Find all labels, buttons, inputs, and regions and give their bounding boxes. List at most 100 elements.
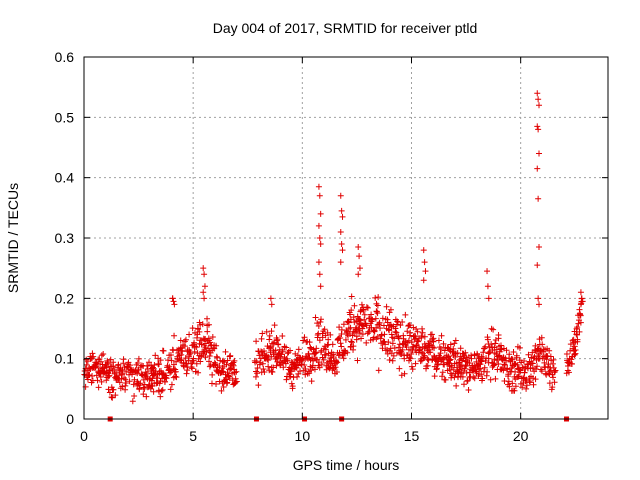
data-point [482, 343, 489, 350]
data-point [181, 343, 188, 350]
data-point [532, 342, 539, 349]
data-point [172, 368, 179, 375]
data-point [410, 324, 417, 331]
data-point [122, 376, 129, 383]
data-point [406, 354, 413, 361]
data-point [390, 352, 397, 359]
data-point [214, 354, 221, 361]
data-point [481, 364, 488, 371]
spike-point [355, 271, 362, 278]
x-tick-label: 10 [295, 428, 311, 444]
data-point [209, 371, 216, 378]
data-point [98, 352, 105, 359]
data-point [183, 370, 190, 377]
data-point [321, 326, 328, 333]
data-point [516, 344, 523, 351]
data-point [182, 336, 189, 343]
data-point [363, 322, 370, 329]
data-point [202, 344, 209, 351]
data-point [315, 322, 322, 329]
data-point [577, 319, 584, 326]
data-point [410, 343, 417, 350]
data-point [131, 376, 138, 383]
data-point [434, 361, 441, 368]
spike-point [420, 247, 427, 254]
data-point [538, 368, 545, 375]
data-point [391, 344, 398, 351]
data-point [398, 351, 405, 358]
data-point [414, 328, 421, 335]
data-point [517, 380, 524, 387]
data-point [421, 333, 428, 340]
data-point [424, 362, 431, 369]
data-point [392, 325, 399, 332]
data-point [407, 355, 414, 362]
data-point [402, 311, 409, 318]
data-point [511, 360, 518, 367]
data-point [492, 340, 499, 347]
data-point [431, 345, 438, 352]
data-point [501, 361, 508, 368]
data-point [358, 301, 365, 308]
data-point [401, 355, 408, 362]
data-point [490, 362, 497, 369]
data-point [155, 360, 162, 367]
data-point [461, 381, 468, 388]
data-point [203, 349, 210, 356]
data-point [189, 325, 196, 332]
data-point [495, 353, 502, 360]
data-point [512, 383, 519, 390]
data-point [318, 361, 325, 368]
spike-point [535, 126, 542, 133]
data-point [539, 341, 546, 348]
data-point [363, 339, 370, 346]
data-point [269, 369, 276, 376]
data-point [165, 357, 172, 364]
data-point [567, 341, 574, 348]
data-point [202, 354, 209, 361]
data-point [525, 351, 532, 358]
data-point [321, 351, 328, 358]
data-point [427, 349, 434, 356]
data-point [333, 358, 340, 365]
data-point [171, 332, 178, 339]
data-point [376, 319, 383, 326]
data-point [412, 333, 419, 340]
data-point [389, 357, 396, 364]
spike-point [317, 210, 324, 217]
data-point [317, 318, 324, 325]
data-point [321, 343, 328, 350]
data-point [388, 331, 395, 338]
data-point [267, 343, 274, 350]
data-point [284, 357, 291, 364]
data-point [360, 307, 367, 314]
data-point [159, 386, 166, 393]
spike-point [268, 301, 275, 308]
data-point [395, 333, 402, 340]
data-point [381, 331, 388, 338]
data-point [271, 322, 278, 329]
data-point [305, 350, 312, 357]
data-point [549, 360, 556, 367]
data-point [179, 348, 186, 355]
data-point [212, 361, 219, 368]
data-point [306, 370, 313, 377]
data-point [204, 328, 211, 335]
data-point [571, 351, 578, 358]
data-point [263, 352, 270, 359]
data-point [571, 343, 578, 350]
data-point [197, 353, 204, 360]
data-point [430, 335, 437, 342]
data-point [500, 367, 507, 374]
data-point [116, 379, 123, 386]
data-point [143, 393, 150, 400]
data-point [168, 381, 175, 388]
data-point [509, 356, 516, 363]
data-point [481, 345, 488, 352]
data-point [195, 369, 202, 376]
data-point [223, 361, 230, 368]
data-point [435, 337, 442, 344]
data-point [218, 387, 225, 394]
data-point [515, 373, 522, 380]
